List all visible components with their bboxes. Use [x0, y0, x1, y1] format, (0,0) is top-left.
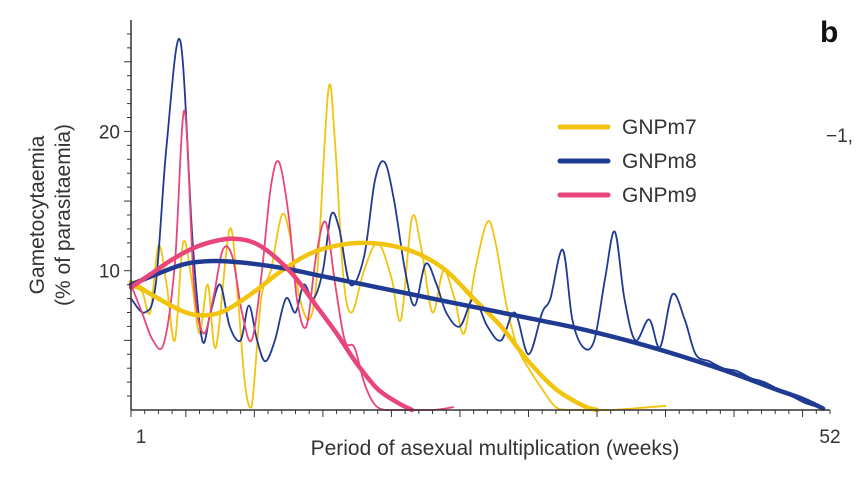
series-layer — [128, 37, 826, 413]
x-axis-title: Period of asexual multiplication (weeks) — [311, 437, 680, 460]
x-tick-label: 1 — [136, 427, 147, 448]
y-tick-label: 10 — [99, 262, 120, 283]
series-line-gnpm8-fit — [128, 258, 826, 411]
legend-label-gnpm8: GNPm8 — [622, 150, 697, 173]
series-line-gnpm9-fit — [128, 236, 415, 413]
edge-fragment-text: −1, — [826, 126, 853, 147]
series-line-gnpm9-raw — [130, 109, 454, 411]
panel-label: b — [820, 16, 838, 49]
legend-label-gnpm7: GNPm7 — [622, 116, 697, 139]
axes-layer — [130, 20, 830, 411]
y-tick-label: 20 — [99, 122, 120, 143]
y-axis-title-line2: (% of parasitaemia) — [52, 124, 75, 306]
series-line-gnpm7-raw — [130, 83, 667, 411]
y-axis-title-line1: Gametocytaemia — [26, 135, 49, 294]
series-line-gnpm7-fit — [128, 240, 600, 413]
series-line-gnpm8-raw — [130, 37, 820, 409]
x-tick-label: 52 — [819, 427, 840, 448]
legend-label-gnpm9: GNPm9 — [622, 184, 697, 207]
legend: GNPm7 GNPm8 GNPm9 — [557, 116, 697, 207]
ticks-layer: 1 52 10 20 — [99, 33, 841, 448]
